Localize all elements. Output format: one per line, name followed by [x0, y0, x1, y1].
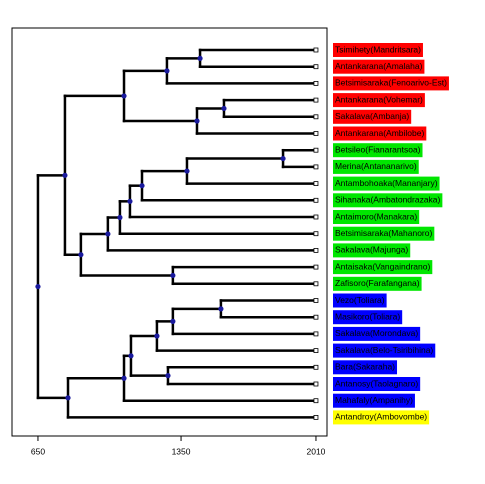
leaf-marker — [313, 264, 319, 270]
merge-node — [197, 55, 203, 61]
leaf-marker — [313, 331, 319, 337]
leaf-label: Sakalava(Belo-Tsiribihina) — [335, 345, 433, 355]
leaf-marker — [313, 314, 319, 320]
leaf-label: Merina(Antananarivo) — [335, 161, 417, 171]
leaf-marker — [313, 131, 319, 136]
leaf-marker — [313, 81, 319, 86]
merge-node — [139, 183, 145, 189]
leaf-marker — [313, 381, 319, 387]
merge-node — [154, 333, 160, 339]
leaf-label: Betsimisaraka(Mahanoro) — [335, 228, 432, 238]
leaf-label-bg — [333, 360, 398, 375]
merge-node — [184, 168, 190, 174]
leaf-marker — [313, 298, 319, 303]
leaf-label-bg — [333, 276, 422, 291]
leaf-label-bg — [333, 343, 436, 358]
leaf-marker — [313, 364, 319, 370]
leaf-label-bg — [333, 143, 423, 158]
leaf-label: Antandroy(Ambovombe) — [335, 412, 427, 422]
merge-node — [65, 395, 71, 401]
leaf-marker — [313, 214, 319, 220]
leaf-label: Tsimihety(Mandritsara) — [335, 44, 421, 54]
leaf-label-bg — [333, 126, 427, 141]
merge-node — [218, 306, 224, 312]
leaf-label-bg — [333, 176, 440, 191]
leaf-label: Masikoro(Toliara) — [335, 311, 400, 321]
leaf-marker — [313, 181, 319, 187]
leaf-label: Betsimisaraka(Fenoarivo-Est) — [335, 78, 447, 88]
leaf-marker — [313, 281, 319, 287]
leaf-label: Sakalava(Majunga) — [335, 245, 408, 255]
merge-node — [78, 252, 84, 258]
plot-frame — [11, 27, 328, 437]
leaf-label-bg — [333, 310, 403, 325]
leaf-marker — [313, 231, 319, 237]
merge-node — [128, 353, 134, 359]
merge-node — [221, 105, 227, 112]
leaf-label: Sakalava(Ambanja) — [335, 111, 409, 121]
leaf-label-bg — [333, 326, 421, 341]
merge-node — [194, 118, 200, 124]
merge-node — [62, 172, 68, 178]
leaf-label-bg — [333, 43, 423, 57]
leaf-marker — [313, 398, 319, 404]
leaf-label: Antaisaka(Vangaindrano) — [335, 261, 430, 271]
leaf-label-bg — [333, 293, 387, 308]
leaf-label: Betsileo(Fianarantsoa) — [335, 144, 421, 154]
leaf-label: Antankarana(Ambilobe) — [335, 128, 424, 138]
leaf-label-bg — [333, 93, 425, 108]
leaf-label-bg — [333, 243, 411, 258]
leaf-label: Antambohoaka(Mananjary) — [335, 178, 438, 188]
leaf-labels: Tsimihety(Mandritsara) Antankarana(Amalah… — [333, 43, 449, 425]
leaf-label: Sihanaka(Ambatondrazaka) — [335, 195, 441, 205]
merge-node — [165, 373, 171, 379]
leaf-marker — [313, 64, 319, 70]
leaf-label: Vezo(Toliara) — [335, 295, 385, 305]
leaf-label: Sakalava(Morondava) — [335, 328, 418, 338]
leaf-marker — [313, 197, 319, 203]
merge-node — [121, 93, 127, 99]
leaf-marker — [313, 164, 319, 170]
leaf-marker — [313, 247, 319, 253]
leaf-label-bg — [333, 109, 412, 124]
leaf-label: Zafisoro(Farafangana) — [335, 278, 420, 288]
leaf-label: Antankarana(Amalaha) — [335, 61, 423, 71]
leaf-label-bg — [333, 260, 433, 275]
merge-node — [280, 155, 286, 162]
leaf-label-bg — [333, 393, 415, 408]
merge-node — [121, 375, 127, 381]
merge-node — [170, 272, 176, 279]
merge-node — [117, 214, 123, 221]
leaf-label-bg — [333, 210, 420, 224]
leaf-marker — [313, 147, 319, 153]
leaf-label-bg — [333, 59, 425, 74]
leaf-marker — [313, 114, 319, 120]
leaf-label-bg — [333, 377, 421, 391]
x-tick-label: 1350 — [172, 446, 191, 456]
leaf-marker — [313, 414, 319, 420]
leaf-label-bg — [333, 226, 435, 241]
leaf-label: Antanosy(Taolagnaro) — [335, 378, 418, 388]
nodes — [35, 47, 319, 420]
merge-node — [105, 231, 111, 237]
leaf-label-bg — [333, 159, 419, 174]
leaf-label-bg — [333, 76, 449, 91]
leaf-label: Mahafaly(Ampanihy) — [335, 395, 413, 405]
merge-node — [164, 68, 170, 74]
leaf-label: Antaimoro(Manakara) — [335, 211, 417, 221]
leaf-label-bg — [333, 410, 430, 425]
x-tick-label: 2010 — [307, 446, 326, 456]
merge-node — [170, 318, 176, 324]
leaf-marker — [313, 47, 319, 53]
leaf-label: Bara(Sakaraha) — [335, 362, 395, 372]
branches — [36, 48, 318, 419]
leaf-label-bg — [333, 193, 443, 208]
leaf-label: Antankarana(Vohemar) — [335, 94, 423, 104]
leaf-marker — [313, 97, 319, 103]
merge-node — [35, 283, 41, 290]
merge-node — [127, 198, 133, 204]
x-tick-label: 650 — [31, 446, 45, 456]
leaf-marker — [313, 348, 319, 354]
